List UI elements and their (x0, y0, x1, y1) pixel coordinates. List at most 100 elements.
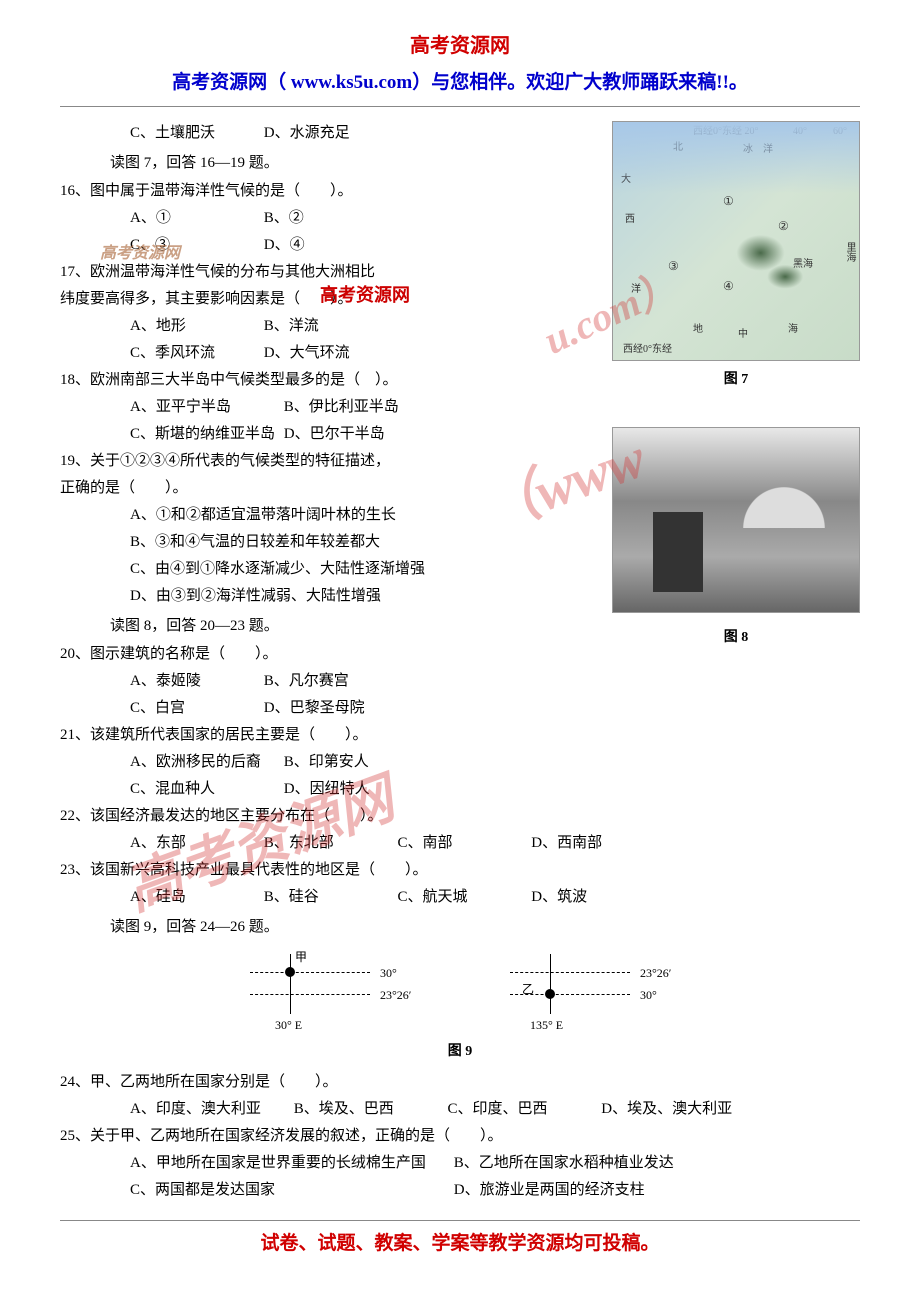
yi-lon: 135° E (530, 1016, 563, 1035)
map-lbl: 40° (793, 124, 807, 140)
q19-b: B、③和④气温的日较差和年较差都大 (60, 530, 580, 554)
divider-bottom (60, 1220, 860, 1221)
map-num2: ② (778, 217, 789, 236)
opt-a: A、欧洲移民的后裔 (130, 750, 280, 774)
map-lbl: 北 (673, 140, 683, 156)
opt-b: B、乙地所在国家水稻种植业发达 (454, 1151, 674, 1175)
opt-b: B、凡尔赛宫 (264, 669, 394, 693)
footer-text: 试卷、试题、教案、学案等教学资源均可投稿。 (60, 1229, 860, 1259)
map-lbl: 洋 (631, 282, 641, 298)
opt-c: C、印度、巴西 (448, 1097, 598, 1121)
opt-b: B、东北部 (264, 831, 394, 855)
figure-8-caption: 图 8 (612, 627, 860, 649)
opt-b: B、洋流 (264, 314, 394, 338)
opt-c: C、南部 (398, 831, 528, 855)
opt-b: B、埃及、巴西 (294, 1097, 444, 1121)
opt-c: C、斯堪的纳维亚半岛 (130, 422, 280, 446)
site-title: 高考资源网 (60, 30, 860, 62)
q21-opts-ab: A、欧洲移民的后裔 B、印第安人 (60, 750, 580, 774)
q21-opts-cd: C、混血种人 D、因纽特人 (60, 777, 580, 801)
q19-stem2: 正确的是（ ）。 (60, 476, 580, 500)
q22-opts: A、东部 B、东北部 C、南部 D、西南部 (60, 831, 860, 855)
map-lbl: 西经0°东经 20° (693, 124, 759, 140)
map-num4: ④ (723, 277, 734, 296)
map-lbl: 60° (833, 124, 847, 140)
map-num3: ③ (668, 257, 679, 276)
read-fig9: 读图 9，回答 24—26 题。 (60, 915, 860, 939)
map-med3: 海 (788, 322, 798, 338)
figure-9-caption: 图 9 (60, 1041, 860, 1063)
opt-a: A、亚平宁半岛 (130, 395, 280, 419)
q23-opts: A、硅岛 B、硅谷 C、航天城 D、筑波 (60, 885, 860, 909)
prev-q-opts: C、土壤肥沃 D、水源充足 (60, 121, 580, 145)
opt-d: D、④ (264, 233, 394, 257)
opt-a: A、① (130, 206, 260, 230)
map-med2: 中 (738, 327, 748, 343)
jia-lat1: 30° (380, 964, 397, 983)
q21-stem: 21、该建筑所代表国家的居民主要是（ ）。 (60, 723, 580, 747)
q16-stem: 16、图中属于温带海洋性气候的是（ ）。 (60, 179, 580, 203)
opt-d: D、筑波 (531, 885, 661, 909)
jia-label: 甲 (295, 948, 307, 967)
map-med1: 地 (693, 322, 703, 338)
opt-d: D、大气环流 (264, 341, 394, 365)
opt-c: C、混血种人 (130, 777, 280, 801)
opt-d: D、旅游业是两国的经济支柱 (454, 1178, 645, 1202)
opt-b: B、伊比利亚半岛 (284, 395, 434, 419)
opt-b: B、硅谷 (264, 885, 394, 909)
opt-d: D、因纽特人 (284, 777, 434, 801)
map-bot: 西经0°东经 (623, 342, 672, 358)
opt-b: B、② (264, 206, 394, 230)
q25-opts-ab: A、甲地所在国家是世界重要的长绒棉生产国 B、乙地所在国家水稻种植业发达 (60, 1151, 860, 1175)
figure-7-map: 西经0°东经 20° 40° 60° 北 冰 洋 大 西 洋 ① ② ③ ④ 黑… (612, 121, 860, 361)
opt-c: C、季风环流 (130, 341, 260, 365)
map-lbl: 西 (625, 212, 635, 228)
figure-9: 甲 30° 23°26′ 30° E 乙 23°26′ 30° 135° E (60, 949, 860, 1037)
q23-stem: 23、该国新兴高科技产业最具代表性的地区是（ ）。 (60, 858, 860, 882)
q19-a: A、①和②都适宜温带落叶阔叶林的生长 (60, 503, 580, 527)
q19-d: D、由③到②海洋性减弱、大陆性增强 (60, 584, 580, 608)
q19-c: C、由④到①降水逐渐减少、大陆性逐渐增强 (60, 557, 580, 581)
opt-d: D、埃及、澳大利亚 (601, 1097, 732, 1121)
map-num1: ① (723, 192, 734, 211)
content-area: 西经0°东经 20° 40° 60° 北 冰 洋 大 西 洋 ① ② ③ ④ 黑… (60, 121, 860, 1201)
divider-top (60, 106, 860, 107)
yi-lat1: 23°26′ (640, 964, 671, 983)
q16-opts-cd: C、③ D、④ (60, 233, 580, 257)
opt-a: A、地形 (130, 314, 260, 338)
q17-stem2: 纬度要高得多，其主要影响因素是（ ）。 (60, 287, 580, 311)
q16-opts-ab: A、① B、② (60, 206, 580, 230)
opt-a: A、泰姬陵 (130, 669, 260, 693)
opt-d: D、西南部 (531, 831, 661, 855)
q18-opts-cd: C、斯堪的纳维亚半岛 D、巴尔干半岛 (60, 422, 580, 446)
opt-c: C、土壤肥沃 (130, 121, 260, 145)
q17-stem1: 17、欧洲温带海洋性气候的分布与其他大洲相比 (60, 260, 580, 284)
q24-opts: A、印度、澳大利亚 B、埃及、巴西 C、印度、巴西 D、埃及、澳大利亚 (60, 1097, 860, 1121)
opt-d: D、巴尔干半岛 (284, 422, 434, 446)
opt-a: A、东部 (130, 831, 260, 855)
figure-8-building (612, 427, 860, 613)
q17-opts-ab: A、地形 B、洋流 (60, 314, 580, 338)
q18-opts-ab: A、亚平宁半岛 B、伊比利亚半岛 (60, 395, 580, 419)
q20-opts-ab: A、泰姬陵 B、凡尔赛宫 (60, 669, 580, 693)
figure-7-caption: 图 7 (612, 369, 860, 391)
read-fig7: 读图 7，回答 16—19 题。 (60, 151, 580, 175)
yi-lat2: 30° (640, 986, 657, 1005)
q19-stem1: 19、关于①②③④所代表的气候类型的特征描述， (60, 449, 580, 473)
q22-stem: 22、该国经济最发达的地区主要分布在（ ）。 (60, 804, 860, 828)
q25-opts-cd: C、两国都是发达国家 D、旅游业是两国的经济支柱 (60, 1178, 860, 1202)
opt-a: A、硅岛 (130, 885, 260, 909)
opt-a: A、甲地所在国家是世界重要的长绒棉生产国 (130, 1151, 450, 1175)
yi-label: 乙 (522, 980, 534, 999)
map-lbl: 冰 洋 (743, 142, 773, 158)
q25-stem: 25、关于甲、乙两地所在国家经济发展的叙述，正确的是（ ）。 (60, 1124, 860, 1148)
opt-d: D、巴黎圣母院 (264, 696, 394, 720)
jia-lon: 30° E (275, 1016, 302, 1035)
q24-stem: 24、甲、乙两地所在国家分别是（ ）。 (60, 1070, 860, 1094)
opt-c: C、白宫 (130, 696, 260, 720)
site-subtitle: 高考资源网（ www.ks5u.com）与您相伴。欢迎广大教师踊跃来稿!!。 (60, 68, 860, 98)
opt-c: C、两国都是发达国家 (130, 1178, 450, 1202)
opt-c: C、航天城 (398, 885, 528, 909)
opt-b: B、印第安人 (284, 750, 434, 774)
opt-d: D、水源充足 (264, 121, 394, 145)
